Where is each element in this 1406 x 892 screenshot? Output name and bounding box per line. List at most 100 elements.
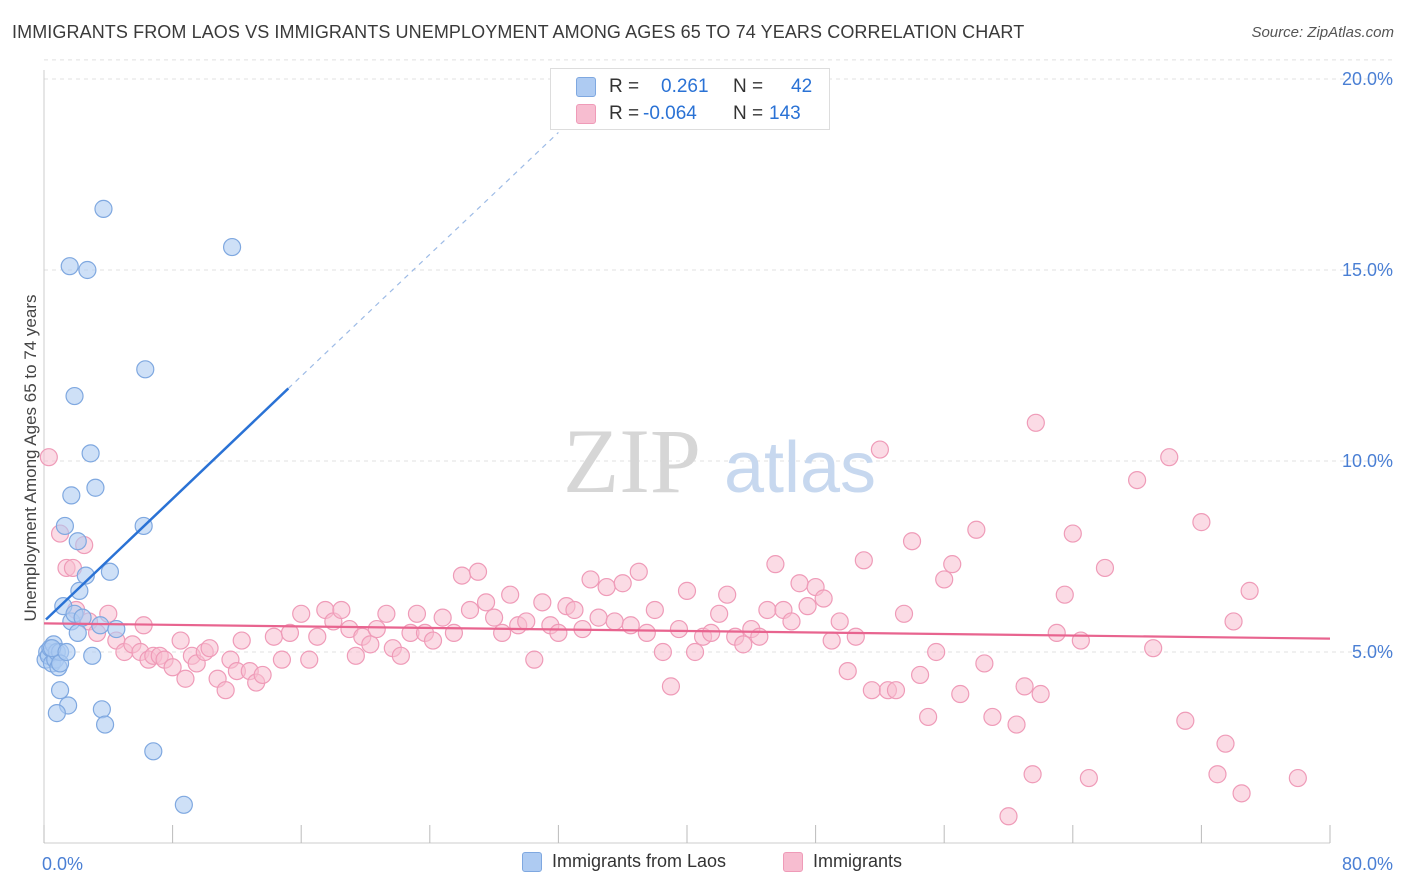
immigrants-point bbox=[300, 650, 319, 669]
n-label: N = bbox=[733, 76, 764, 97]
y-tick-label: 10.0% bbox=[1342, 451, 1393, 471]
immigrants-point bbox=[361, 635, 380, 654]
laos-point bbox=[62, 486, 81, 505]
legend-swatch-immigrants bbox=[783, 851, 803, 872]
immigrants-point bbox=[685, 642, 705, 662]
stats-legend: R = 0.261 N = 42 R = -0.064 N = 143 bbox=[550, 68, 830, 130]
immigrants-point bbox=[377, 604, 396, 623]
laos-point bbox=[81, 444, 100, 463]
immigrants-point bbox=[460, 600, 480, 620]
legend-item-laos[interactable]: Immigrants from Laos bbox=[522, 851, 726, 872]
laos-point bbox=[78, 260, 97, 280]
immigrants-point bbox=[452, 566, 472, 585]
laos-points bbox=[36, 199, 242, 814]
immigrants-point bbox=[999, 807, 1018, 826]
immigrants-point bbox=[407, 604, 427, 623]
immigrants-point bbox=[669, 619, 689, 639]
immigrants-point bbox=[758, 600, 777, 620]
immigrants-point bbox=[1160, 448, 1179, 467]
immigrants-point bbox=[468, 562, 488, 581]
immigrants-point bbox=[1023, 765, 1042, 784]
immigrants-point bbox=[1079, 768, 1098, 788]
immigrants-point bbox=[1224, 612, 1243, 631]
immigrants-point bbox=[485, 608, 504, 627]
stats-row-laos: R = 0.261 N = 42 bbox=[551, 73, 829, 101]
immigrants-point bbox=[1063, 524, 1082, 543]
immigrants-points bbox=[39, 413, 1307, 826]
immigrants-point bbox=[332, 600, 351, 620]
laos-point bbox=[50, 681, 70, 700]
immigrants-point bbox=[493, 623, 512, 643]
immigrants-point bbox=[862, 681, 881, 700]
legend-label-immigrants: Immigrants bbox=[813, 851, 903, 871]
legend-label-laos: Immigrants from Laos bbox=[552, 851, 727, 871]
immigrants-point bbox=[176, 669, 195, 688]
immigrants-point bbox=[39, 448, 58, 467]
r-value-immigrants: -0.064 bbox=[643, 103, 697, 124]
immigrants-point bbox=[645, 600, 664, 620]
immigrants-point bbox=[894, 604, 914, 623]
laos-point bbox=[86, 478, 105, 497]
immigrants-point bbox=[549, 623, 568, 643]
immigrants-point bbox=[1232, 784, 1251, 803]
laos-point bbox=[91, 616, 110, 635]
n-value-laos: 42 bbox=[791, 76, 813, 97]
immigrants-point bbox=[1055, 585, 1074, 604]
laos-point bbox=[68, 532, 87, 551]
immigrants-point bbox=[718, 585, 737, 604]
immigrants-point bbox=[605, 612, 624, 631]
immigrants-point bbox=[280, 623, 300, 643]
immigrants-point bbox=[790, 574, 809, 593]
immigrants-point bbox=[830, 612, 849, 631]
immigrants-point bbox=[822, 631, 841, 650]
x-tick-label: 0.0% bbox=[42, 854, 83, 874]
watermark-zip: ZIP bbox=[563, 410, 701, 512]
immigrants-point bbox=[476, 593, 496, 612]
immigrants-point bbox=[734, 635, 753, 654]
laos-point bbox=[73, 608, 92, 627]
immigrants-point bbox=[216, 681, 235, 700]
immigrants-point bbox=[846, 627, 865, 646]
y-tick-label: 20.0% bbox=[1342, 69, 1393, 89]
laos-point bbox=[83, 646, 102, 665]
immigrants-point bbox=[1288, 768, 1307, 788]
immigrants-point bbox=[423, 631, 443, 650]
laos-point bbox=[57, 642, 76, 662]
immigrants-point bbox=[798, 597, 817, 616]
immigrants-point bbox=[1127, 471, 1147, 490]
immigrants-point bbox=[935, 570, 954, 589]
n-value-immigrants: 143 bbox=[769, 103, 801, 124]
immigrants-point bbox=[919, 707, 938, 727]
immigrants-point bbox=[525, 650, 544, 669]
immigrants-point bbox=[951, 684, 970, 704]
immigrants-point bbox=[838, 661, 857, 681]
immigrants-point bbox=[927, 642, 946, 662]
r-label: R = bbox=[609, 76, 640, 97]
source-credit: Source: ZipAtlas.com bbox=[1251, 24, 1394, 41]
laos-point bbox=[100, 562, 120, 581]
immigrants-point bbox=[983, 707, 1002, 727]
x-tick-label: 80.0% bbox=[1342, 854, 1393, 874]
immigrants-point bbox=[782, 612, 801, 631]
laos-swatch bbox=[576, 77, 596, 97]
immigrants-point bbox=[943, 555, 962, 574]
r-label: R = bbox=[609, 103, 640, 124]
trend-lines bbox=[43, 132, 1331, 640]
immigrants-point bbox=[1031, 684, 1050, 704]
immigrants-point bbox=[433, 608, 452, 627]
immigrants-point bbox=[814, 589, 833, 608]
immigrants-point bbox=[391, 646, 410, 665]
y-tick-label: 15.0% bbox=[1342, 260, 1393, 280]
laos-point bbox=[55, 516, 74, 536]
laos-trend-extension bbox=[287, 132, 559, 389]
laos-point bbox=[47, 704, 66, 723]
laos-point bbox=[76, 566, 95, 585]
laos-point bbox=[68, 623, 87, 643]
y-tick-label: 5.0% bbox=[1352, 642, 1393, 662]
watermark: ZIP atlas bbox=[563, 410, 876, 512]
immigrants-point bbox=[1015, 677, 1034, 696]
immigrants-point bbox=[501, 585, 520, 604]
legend-item-immigrants[interactable]: Immigrants bbox=[783, 851, 902, 872]
immigrants-point bbox=[975, 654, 994, 673]
